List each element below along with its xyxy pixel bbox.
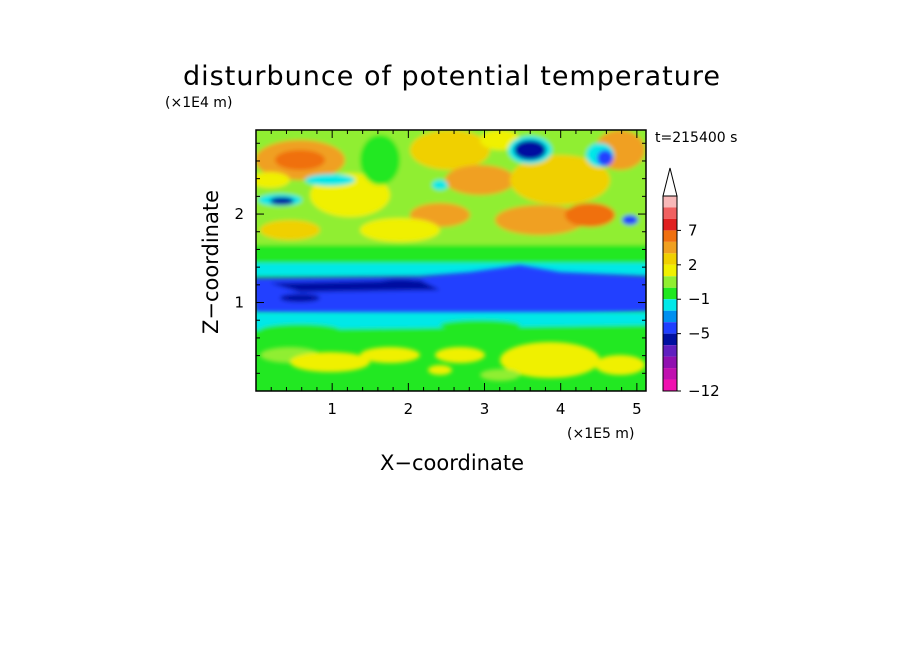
colorbar-swatch [663,241,677,254]
x-axis-label: X−coordinate [380,451,524,475]
x-tick-label: 4 [556,400,566,418]
colorbar-swatch [663,218,677,231]
blob [622,215,638,225]
blob [360,135,400,185]
blob [360,347,420,363]
y-tick-label: 1 [234,294,244,312]
blob [305,174,355,186]
time-label: t=215400 s [655,130,737,146]
colorbar-swatch [663,379,677,391]
x-axis: 1 2 3 4 5 [270,130,642,418]
colorbar-swatch [663,345,677,357]
colorbar-swatch [663,207,677,219]
y-tick-label: 2 [234,205,244,223]
x-tick-label: 5 [632,400,642,418]
colorbar: 7 2 −1 −5 −12 [662,167,720,400]
x-tick-label: 3 [480,400,490,418]
blob [275,150,325,170]
x-tick-label: 2 [404,400,414,418]
colorbar-label: −12 [688,382,720,400]
blob [510,155,610,205]
colorbar-swatch [663,276,677,288]
chart-title: disturbunce of potential temperature [183,61,721,92]
band-green-mid [256,245,646,265]
colorbar-label: 7 [688,221,698,239]
y-axis-label: Z−coordinate [199,190,223,334]
blob [256,172,290,188]
blob [514,140,546,160]
colorbar-arrow [662,167,678,197]
blob [428,365,452,375]
blob [410,130,490,170]
colorbar-swatch [663,368,677,380]
colorbar-label: −1 [688,290,710,308]
blob [260,324,340,336]
y-unit-label: (×1E4 m) [165,95,232,111]
blob [495,205,585,235]
colorbar-swatch [663,253,677,265]
colorbar-label: −5 [688,325,710,343]
blob [597,150,613,166]
colorbar-swatch [663,322,677,334]
colorbar-swatch [663,230,677,242]
blob [595,355,645,375]
blob [500,342,600,378]
blob [435,347,485,363]
x-unit-label: (×1E5 m) [567,426,634,442]
colorbar-swatch [663,299,677,311]
colorbar-frame [662,195,678,392]
x-tick-label: 1 [327,400,337,418]
colorbar-swatch [663,196,677,208]
plot-frame [255,129,647,392]
blob [280,294,320,302]
band-blue [256,265,646,318]
colorbar-swatch [663,356,677,369]
blob [270,197,294,205]
blob [565,203,615,227]
heatmap-field [256,130,646,391]
blob [480,369,520,381]
colorbar-label: 2 [688,256,698,274]
blob [290,352,370,372]
blob [440,320,520,330]
colorbar-swatch [663,287,677,300]
y-axis: 12 [234,142,646,374]
colorbar-swatch [663,333,677,346]
colorbar-swatch [663,264,677,277]
blob [360,218,440,242]
blob [445,165,515,195]
blob [260,220,320,240]
blob [375,279,425,289]
blob [432,180,448,190]
colorbar-swatch [663,310,677,323]
